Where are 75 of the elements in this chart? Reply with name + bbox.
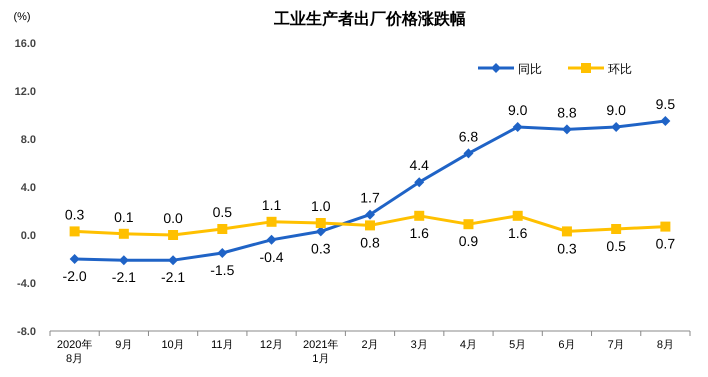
point (217, 224, 228, 234)
x-tick-label: 2月 (361, 339, 379, 351)
data-label: 0.5 (606, 238, 626, 254)
data-label: 1.0 (311, 198, 331, 214)
data-label: -2.1 (112, 269, 136, 286)
point (118, 228, 129, 239)
y-tick-label: -8.0 (17, 326, 36, 338)
data-label: 0.3 (311, 240, 331, 256)
x-tick-label: 2020年 8月 (56, 339, 92, 365)
data-label: 8.8 (557, 104, 577, 120)
data-label: 1.1 (262, 196, 282, 213)
x-tick-label: 5月 (509, 339, 526, 351)
point (512, 210, 523, 221)
point (168, 230, 178, 240)
data-label: 0.3 (64, 206, 85, 222)
data-label: 0.7 (656, 236, 676, 252)
point (217, 248, 228, 258)
point (414, 177, 424, 188)
data-label: 1.6 (508, 224, 528, 241)
x-tick-label: 10月 (161, 339, 185, 351)
point (660, 222, 670, 232)
point (414, 210, 424, 221)
point (660, 116, 670, 126)
data-label: -1.5 (210, 262, 235, 278)
y-tick-label: 8.0 (20, 134, 36, 146)
data-label: 0.8 (360, 234, 380, 250)
x-tick-label: 4月 (460, 339, 478, 351)
point (70, 254, 80, 264)
data-label: 1.6 (409, 224, 430, 241)
x-tick-label: 2021年 1月 (303, 339, 339, 365)
x-tick-label: 7月 (608, 339, 625, 351)
point (266, 234, 277, 245)
x-tick-label: 12月 (260, 339, 284, 351)
x-tick-label: 9月 (115, 339, 132, 351)
data-label: 9.0 (606, 102, 626, 118)
y-tick-label: 0.0 (20, 230, 36, 242)
point (512, 122, 523, 132)
data-label: 0.0 (163, 210, 184, 226)
point (562, 124, 572, 134)
y-tick-label: 4.0 (20, 182, 36, 194)
point (365, 220, 375, 230)
point (118, 255, 129, 266)
data-label: -2.1 (161, 269, 186, 286)
point (168, 255, 178, 266)
data-label: 0.9 (458, 233, 478, 250)
data-label: 1.7 (360, 190, 380, 206)
point (463, 219, 474, 230)
point (70, 226, 80, 236)
data-label: 0.5 (212, 204, 232, 220)
point (365, 210, 375, 220)
data-label: 9.5 (656, 96, 676, 112)
data-label: 0.3 (557, 240, 577, 256)
legend-label: 同比 (518, 62, 542, 76)
data-label: 9.0 (508, 102, 528, 118)
data-label: 0.1 (114, 208, 134, 225)
chart-title: 工业生产者出厂价格涨跌幅 (273, 10, 466, 28)
y-tick-label: -4.0 (17, 278, 36, 290)
data-label: 6.8 (458, 128, 478, 144)
y-tick-label: 12.0 (14, 86, 36, 98)
x-tick-label: 11月 (211, 339, 234, 351)
point (463, 148, 474, 158)
point (611, 122, 622, 132)
legend-label: 环比 (608, 62, 632, 76)
point (316, 218, 326, 228)
data-label: -0.4 (259, 248, 284, 265)
point (562, 226, 572, 236)
x-tick-label: 8月 (656, 339, 674, 351)
x-tick-label: 6月 (558, 339, 576, 351)
data-label: 4.4 (409, 157, 430, 174)
y-tick-label: 16.0 (14, 38, 36, 50)
point (611, 224, 622, 234)
point (266, 216, 277, 227)
data-label: -2.0 (62, 268, 87, 284)
y-axis-title: (%) (13, 11, 31, 23)
x-tick-label: 3月 (410, 339, 428, 351)
